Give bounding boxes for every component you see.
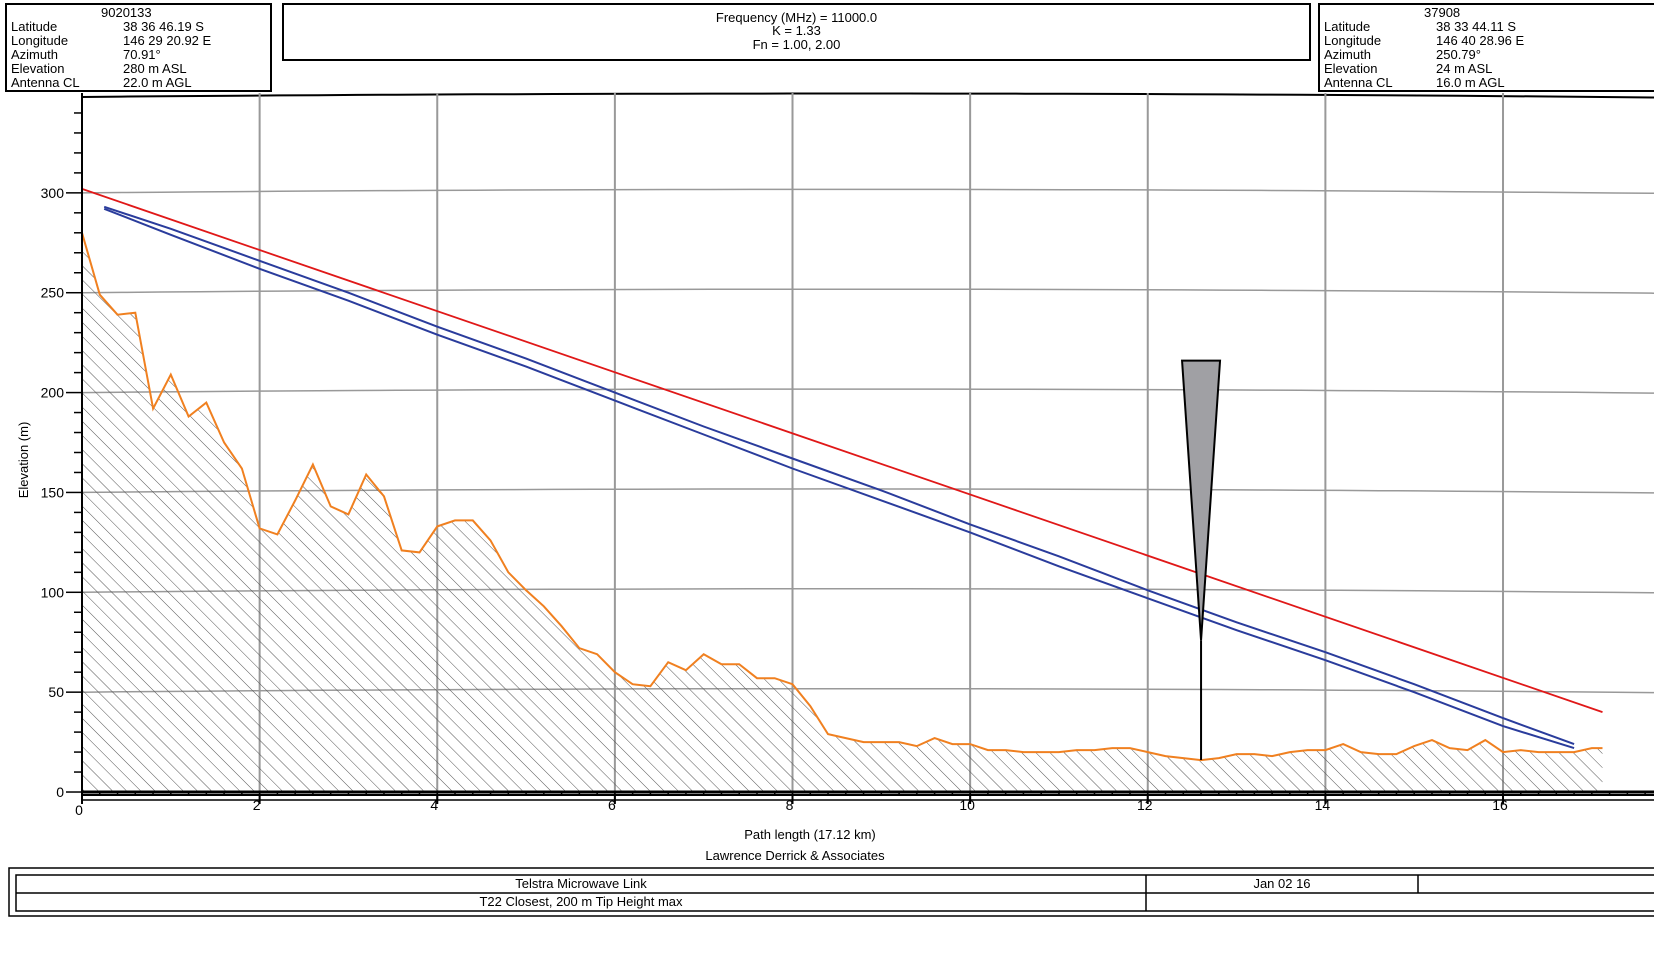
x-tick-label: 0 (75, 802, 83, 818)
left-site-azimuth: Azimuth 70.91° (11, 48, 161, 61)
company-name: Lawrence Derrick & Associates (705, 848, 885, 863)
terrain-fill (82, 232, 1603, 793)
right-site-longitude: Longitude 146 40 28.96 E (1324, 34, 1524, 47)
right-elevation-value: 24 m ASL (1436, 61, 1493, 76)
right-antenna-label: Antenna CL (1324, 75, 1393, 90)
right-site-id: 37908 (1424, 5, 1461, 20)
left-elevation-value: 280 m ASL (123, 61, 187, 76)
y-axis-title: Elevation (m) (16, 422, 31, 499)
y-gridline (81, 488, 1654, 494)
y-tick-label: 0 (56, 784, 64, 800)
turbine-blade-sweep (1180, 359, 1222, 641)
right-azimuth-label: Azimuth (1324, 47, 1371, 62)
link-title: Telstra Microwave Link (515, 876, 647, 891)
x-tick-label: 12 (1137, 797, 1153, 813)
y-tick-label: 200 (41, 385, 65, 401)
x-tick-label: 14 (1315, 797, 1331, 813)
k-factor-label: K = 1.33 (772, 23, 821, 38)
axes: 0 50 100 150 200 250 300 0 2 4 6 8 10 12 14 16 (41, 93, 1654, 818)
right-latitude-value: 38 33 44.11 S (1436, 19, 1516, 34)
left-azimuth-label: Azimuth (11, 47, 58, 62)
line-of-sight-line (81, 188, 1603, 713)
left-latitude-value: 38 36 46.19 S (123, 19, 204, 34)
x-tick-label: 2 (253, 797, 261, 813)
right-longitude-value: 146 40 28.96 E (1436, 33, 1525, 48)
right-longitude-label: Longitude (1324, 33, 1382, 48)
left-longitude-value: 146 29 20.92 E (123, 33, 212, 48)
left-site-id: 9020133 (101, 5, 152, 20)
left-antenna-label: Antenna CL (11, 75, 80, 90)
x-tick-label: 8 (786, 797, 794, 813)
right-site-antenna: Antenna CL 16.0 m AGL (1324, 76, 1505, 89)
right-azimuth-value: 250.79° (1436, 47, 1481, 62)
x-tick-label: 4 (430, 797, 438, 813)
radio-params-panel: Frequency (MHz) = 11000.0 K = 1.33 Fn = … (282, 3, 1311, 61)
y-gridline (81, 188, 1654, 195)
left-site-latitude: Latitude 38 36 46.19 S (11, 20, 204, 33)
right-site-elevation: Elevation 24 m ASL (1324, 62, 1492, 75)
y-tick-label: 100 (41, 584, 65, 600)
left-site-elevation: Elevation 280 m ASL (11, 62, 187, 75)
fresnel-lower-line (103, 207, 1575, 750)
plot-top-border (81, 92, 1654, 99)
terrain-line (81, 232, 1603, 762)
y-tick-label: 50 (48, 684, 64, 700)
left-antenna-value: 22.0 m AGL (123, 75, 192, 90)
report-date: Jan 02 16 (1253, 876, 1311, 891)
right-site-azimuth: Azimuth 250.79° (1324, 48, 1481, 61)
left-latitude-label: Latitude (11, 19, 58, 34)
y-tick-label: 150 (41, 484, 65, 500)
fresnel-zones-label: Fn = 1.00, 2.00 (752, 37, 841, 52)
y-tick-label: 250 (41, 285, 65, 301)
ray-lines (81, 188, 1603, 750)
left-site-antenna: Antenna CL 22.0 m AGL (11, 76, 192, 89)
left-longitude-label: Longitude (11, 33, 69, 48)
wind-turbine-marker (1180, 359, 1222, 761)
right-site-panel: 37908 Latitude 38 33 44.11 S Longitude 146… (1318, 3, 1654, 92)
right-elevation-label: Elevation (1324, 61, 1378, 76)
fresnel-upper-line (103, 205, 1575, 746)
right-antenna-value: 16.0 m AGL (1436, 75, 1505, 90)
x-tick-label: 6 (608, 797, 616, 813)
left-elevation-label: Elevation (11, 61, 65, 76)
x-tick-label: 10 (959, 797, 975, 813)
terrain-layer (81, 232, 1654, 794)
right-latitude-label: Latitude (1324, 19, 1371, 34)
x-tick-label: 16 (1492, 797, 1508, 813)
link-subtitle: T22 Closest, 200 m Tip Height max (479, 894, 683, 909)
left-site-longitude: Longitude 146 29 20.92 E (11, 34, 211, 47)
y-tick-label: 300 (41, 185, 65, 201)
left-azimuth-value: 70.91° (123, 47, 161, 62)
left-site-panel: 9020133 Latitude 38 36 46.19 S Longitude 1… (5, 3, 272, 92)
x-axis-title: Path length (17.12 km) (744, 827, 876, 842)
y-gridline (81, 388, 1654, 394)
frequency-label: Frequency (MHz) = 11000.0 (715, 10, 878, 25)
right-site-latitude: Latitude 38 33 44.11 S (1324, 20, 1516, 33)
